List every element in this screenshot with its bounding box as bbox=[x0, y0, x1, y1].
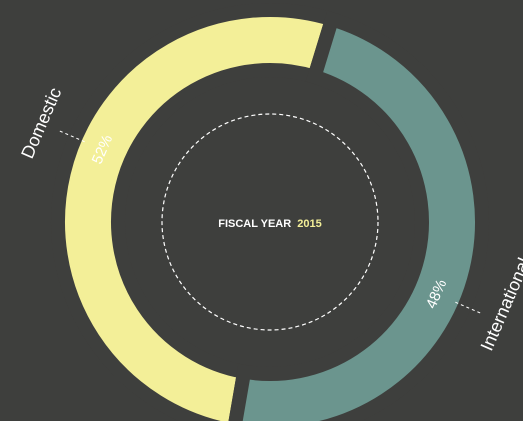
center-label: FISCAL YEAR bbox=[218, 218, 291, 230]
leader-line bbox=[56, 129, 85, 143]
inner-dashed-circle bbox=[161, 113, 379, 331]
donut-slice bbox=[228, 10, 489, 421]
donut-slice bbox=[51, 3, 341, 421]
leader-line bbox=[455, 301, 484, 315]
slices bbox=[51, 3, 489, 421]
center-value: 2015 bbox=[297, 218, 321, 230]
center-text: FISCAL YEAR 2015 bbox=[218, 218, 322, 230]
